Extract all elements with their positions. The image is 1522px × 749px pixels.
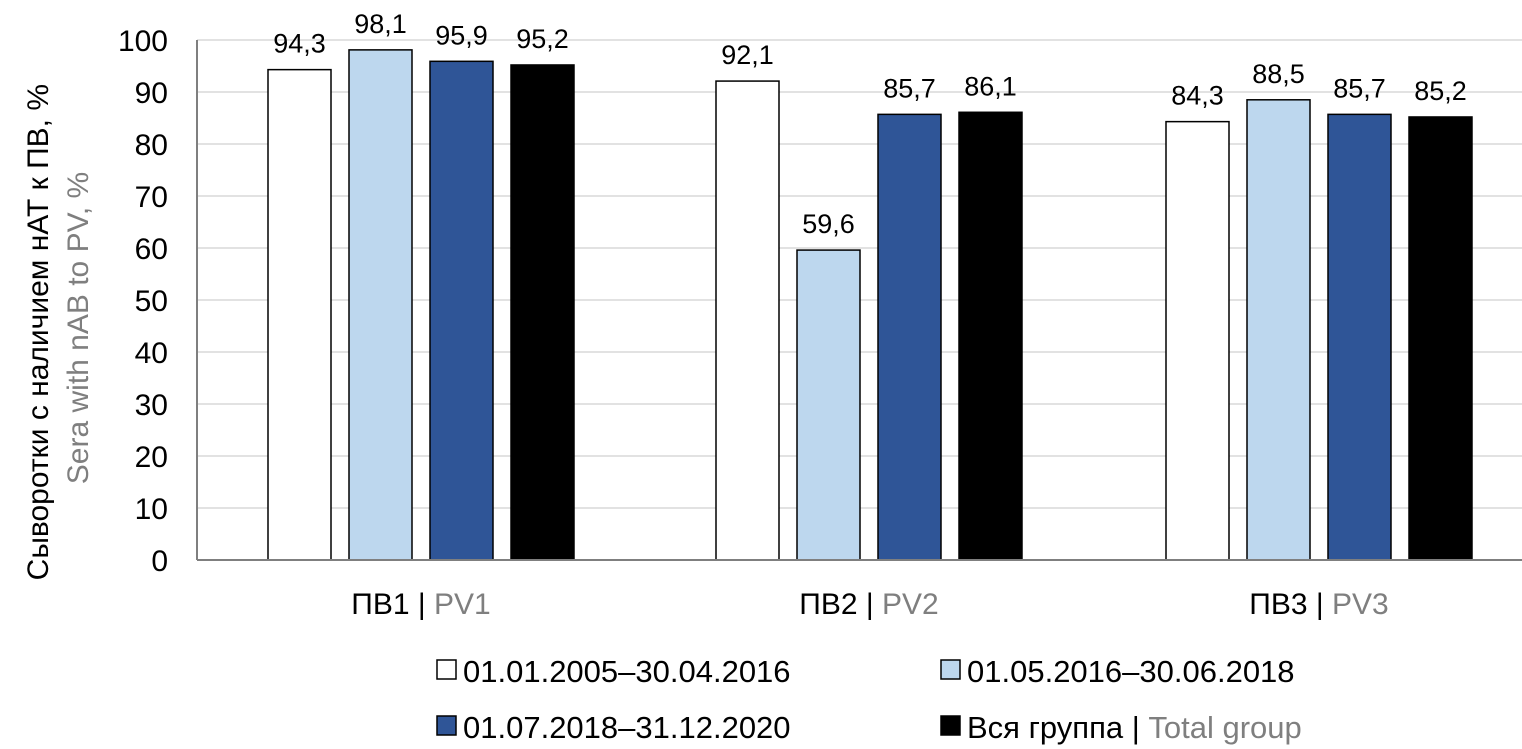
y-axis-title: Сыворотки с наличием нАТ к ПВ, % Sera wi… — [22, 76, 95, 581]
bar — [510, 64, 575, 561]
y-axis-title-ru: Сыворотки с наличием нАТ к ПВ, % — [22, 84, 55, 580]
y-tick-label: 80 — [135, 129, 168, 162]
bar — [877, 113, 942, 561]
bar — [1327, 113, 1392, 561]
data-labels: 94,3 92,1 84,3 98,1 59,6 88,5 95,9 85,7 85,7 95,2… — [273, 9, 1467, 239]
bar — [429, 60, 494, 561]
bar — [796, 249, 861, 561]
legend-label: 01.07.2018–31.12.2020 — [463, 710, 791, 745]
x-tick-label: ПВ1 | PV1 — [351, 588, 490, 621]
legend-swatch — [436, 659, 457, 680]
legend-label: Вся группа | Total group — [967, 710, 1302, 745]
y-tick-label: 60 — [135, 233, 168, 266]
legend-swatch — [436, 715, 457, 736]
axes — [196, 40, 1522, 561]
data-label: 59,6 — [802, 209, 855, 239]
y-tick-label: 20 — [135, 441, 168, 474]
data-label: 98,1 — [354, 9, 407, 39]
category-labels: ПВ1 | PV1 ПВ2 | PV2 ПВ3 | PV3 — [351, 588, 1388, 621]
bar — [1408, 116, 1473, 561]
data-label: 85,2 — [1414, 76, 1467, 106]
y-tick-label: 0 — [151, 545, 168, 578]
legend-label: 01.05.2016–30.06.2018 — [967, 654, 1295, 689]
data-label: 95,9 — [435, 20, 488, 50]
bar — [958, 111, 1023, 561]
bar — [1165, 120, 1230, 561]
x-tick-label: ПВ2 | PV2 — [799, 588, 938, 621]
legend: 01.01.2005–30.04.2016 01.05.2016–30.06.20… — [436, 654, 1302, 745]
y-tick-label: 70 — [135, 181, 168, 214]
data-label: 85,7 — [883, 73, 936, 103]
bar — [1246, 99, 1311, 561]
y-tick-label: 30 — [135, 389, 168, 422]
y-tick-label: 40 — [135, 337, 168, 370]
data-label: 94,3 — [273, 29, 326, 59]
bars — [267, 49, 1473, 561]
y-axis-title-en: Sera with nAB to PV, % — [62, 172, 95, 484]
y-tick-label: 90 — [135, 77, 168, 110]
y-tick-labels: 0 10 20 30 40 50 60 70 80 90 100 — [118, 25, 168, 578]
legend-swatch — [940, 715, 961, 736]
data-label: 86,1 — [964, 71, 1017, 101]
y-tick-label: 10 — [135, 493, 168, 526]
x-tick-label: ПВ3 | PV3 — [1249, 588, 1388, 621]
data-label: 88,5 — [1252, 59, 1305, 89]
legend-swatch — [940, 659, 961, 680]
data-label: 95,2 — [516, 24, 569, 54]
bar — [267, 68, 332, 561]
data-label: 92,1 — [721, 40, 774, 70]
data-label: 84,3 — [1171, 81, 1224, 111]
y-tick-label: 50 — [135, 285, 168, 318]
bar — [348, 49, 413, 561]
y-tick-label: 100 — [118, 25, 168, 58]
data-label: 85,7 — [1333, 73, 1386, 103]
bar — [715, 80, 780, 561]
legend-label: 01.01.2005–30.04.2016 — [463, 654, 791, 689]
